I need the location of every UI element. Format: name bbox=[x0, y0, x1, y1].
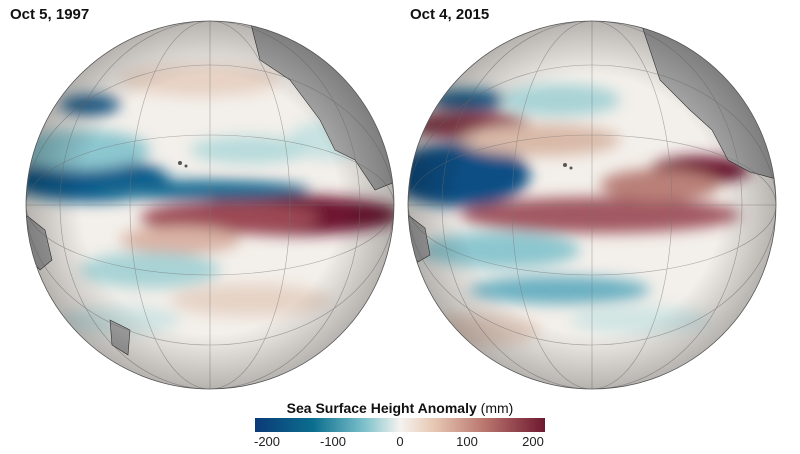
globes-map bbox=[25, 20, 777, 390]
legend-title-text: Sea Surface Height Anomaly bbox=[286, 400, 477, 416]
legend-tick: -100 bbox=[319, 434, 347, 449]
legend-tick: 100 bbox=[456, 434, 478, 449]
legend-title: Sea Surface Height Anomaly (mm) bbox=[245, 400, 555, 416]
globe-2015 bbox=[408, 21, 776, 389]
legend-colorbar bbox=[255, 418, 545, 432]
panel-title-2015: Oct 4, 2015 bbox=[410, 6, 490, 23]
globe-1997 bbox=[26, 21, 394, 389]
legend-unit: (mm) bbox=[480, 400, 514, 416]
legend-tick: -200 bbox=[253, 434, 281, 449]
legend-tick: 0 bbox=[396, 434, 404, 449]
panel-title-1997: Oct 5, 1997 bbox=[10, 6, 90, 23]
legend-tick: 200 bbox=[522, 434, 544, 449]
color-legend: Sea Surface Height Anomaly (mm) -200 -10… bbox=[245, 400, 555, 454]
